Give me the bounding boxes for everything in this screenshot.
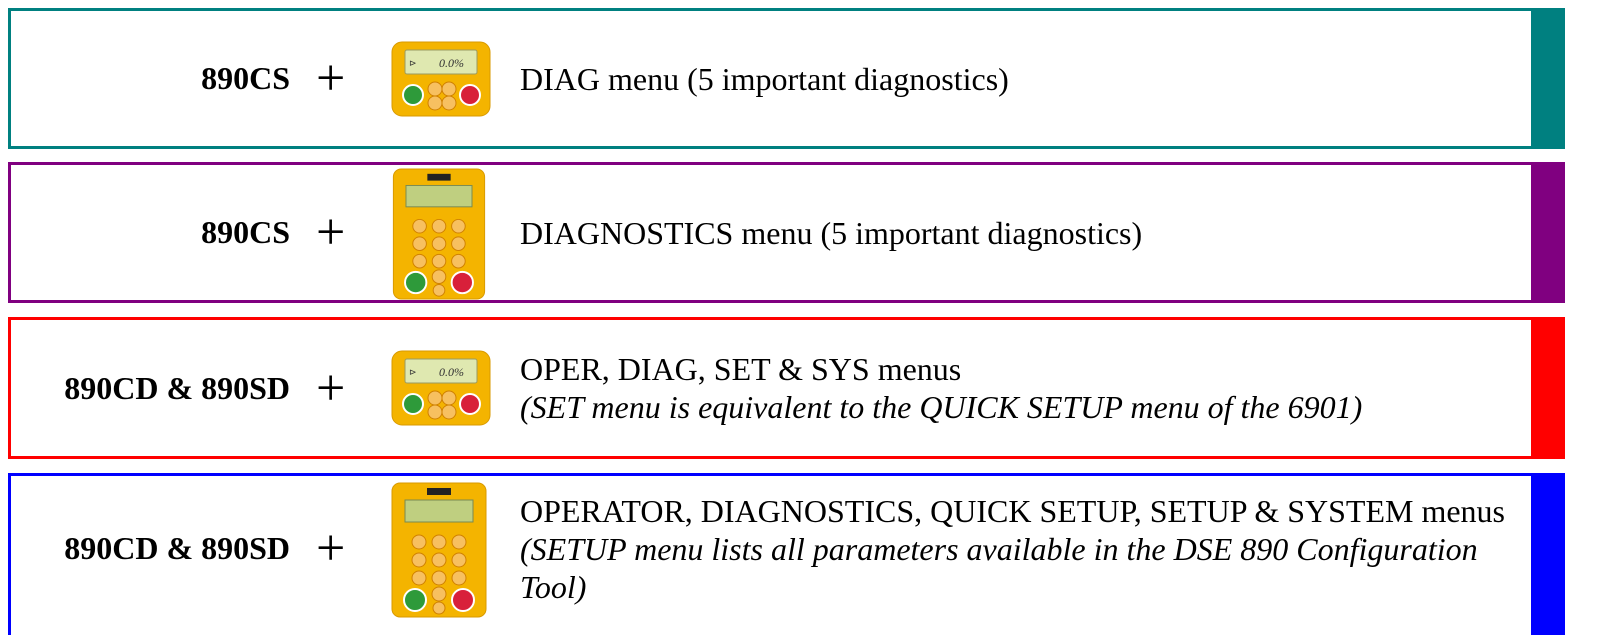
description: DIAGNOSTICS menu (5 important diagnostic… bbox=[520, 165, 1520, 300]
keypad-small bbox=[391, 41, 491, 117]
description: OPER, DIAG, SET & SYS menus (SET menu is … bbox=[520, 320, 1520, 456]
row: 890CD & 890SD + OPERATOR, DIAGNOSTICS, Q… bbox=[8, 473, 1565, 635]
plus-sign: + bbox=[316, 520, 346, 577]
description-text: DIAG menu (5 important diagnostics) bbox=[520, 60, 1009, 97]
description: DIAG menu (5 important diagnostics) bbox=[520, 11, 1520, 146]
model: 890CS bbox=[201, 214, 290, 250]
model: 890CD & 890SD bbox=[64, 530, 290, 566]
model: 890CD & 890SD bbox=[64, 369, 290, 406]
color-strip bbox=[1531, 320, 1562, 456]
row: 890CD & 890SD + OPER, DIAG, SET & SYS me… bbox=[8, 317, 1565, 459]
plus-sign: + bbox=[316, 50, 346, 107]
color-strip bbox=[1531, 165, 1562, 300]
description-text: OPER, DIAG, SET & SYS menus bbox=[520, 351, 962, 387]
description-text: DIAGNOSTICS menu (5 important diagnostic… bbox=[520, 214, 1143, 251]
plus-sign: + bbox=[316, 204, 346, 261]
row: 890CS + DIAGNOSTICS menu (5 important di… bbox=[8, 162, 1565, 303]
description-text: OPERATOR, DIAGNOSTICS, QUICK SETUP, SETU… bbox=[520, 492, 1505, 529]
row: 890CS + DIAG menu (5 important diagnosti… bbox=[8, 8, 1565, 149]
note: (SET menu is equivalent to the QUICK SET… bbox=[520, 389, 1363, 425]
plus-sign: + bbox=[316, 359, 346, 417]
keypad-small bbox=[391, 350, 491, 426]
keypad-large bbox=[391, 482, 487, 618]
keypad-large bbox=[391, 168, 487, 300]
model: 890CS bbox=[201, 60, 290, 96]
note: (SETUP menu lists all parameters availab… bbox=[520, 530, 1478, 605]
color-strip bbox=[1531, 476, 1562, 635]
description: OPERATOR, DIAGNOSTICS, QUICK SETUP, SETU… bbox=[520, 476, 1520, 621]
color-strip bbox=[1531, 11, 1562, 146]
